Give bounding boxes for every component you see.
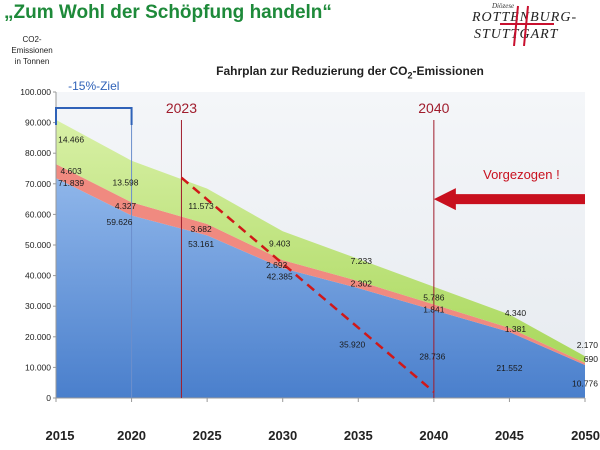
y-tick-label: 50.000	[25, 240, 51, 250]
accelerated-trend-line	[180, 176, 435, 393]
data-label: 2.692	[266, 260, 288, 270]
data-label: 1.841	[423, 304, 445, 314]
target-bracket	[55, 107, 133, 125]
area-series-base	[56, 178, 585, 398]
y-tick-label: 90.000	[25, 118, 51, 128]
y-tick-label: 20.000	[25, 332, 51, 342]
y-tick-label: 0	[46, 393, 51, 403]
y-axis-label: CO2- Emissionen in Tonnen	[4, 34, 60, 67]
year-marker-label: 2023	[166, 100, 197, 116]
data-label: 9.403	[269, 238, 291, 248]
data-label: 4.603	[60, 166, 82, 176]
x-tick-label: 2030	[268, 428, 297, 443]
data-label: 14.466	[58, 134, 84, 144]
x-tick-label: 2025	[193, 428, 222, 443]
y-tick-label: 40.000	[25, 271, 51, 281]
arrow-left-icon	[433, 188, 585, 211]
area-series-top	[56, 119, 585, 363]
chart-title-suffix: -Emissionen	[412, 64, 484, 78]
data-label: 42.385	[267, 272, 293, 282]
diocese-logo: Diözese ROTTENBURG- STUTTGART	[470, 2, 596, 46]
x-tick-label: 2045	[495, 428, 524, 443]
y-axis-label-line: in Tonnen	[14, 57, 50, 66]
data-label: 53.161	[188, 239, 214, 249]
page-headline: „Zum Wohl der Schöpfung handeln“	[4, 2, 332, 23]
data-label: 71.839	[58, 178, 84, 188]
cross-icon	[500, 5, 554, 46]
y-axis-label-line: CO2-	[22, 35, 42, 44]
data-label: 4.340	[505, 308, 527, 318]
year-marker-label: 2040	[418, 100, 449, 116]
logo-text-line1: ROTTENBURG-	[472, 10, 578, 25]
data-label: 4.327	[115, 201, 137, 211]
data-label: 10.776	[572, 378, 598, 388]
logo-small-text: Diözese	[492, 2, 515, 10]
chart-title: Fahrplan zur Reduzierung der CO2-Emissio…	[170, 64, 530, 80]
y-tick-label: 30.000	[25, 301, 51, 311]
chart-title-subscript: 2	[407, 70, 413, 81]
data-label: 690	[584, 354, 598, 364]
data-label: 2.302	[351, 278, 373, 288]
y-axis-label-line: Emissionen	[11, 46, 53, 55]
data-label: 3.682	[190, 224, 212, 234]
data-label: 7.233	[351, 256, 373, 266]
x-tick-label: 2015	[46, 428, 75, 443]
area-series-middle	[56, 164, 585, 366]
x-tick-label: 2050	[571, 428, 600, 443]
y-tick-label: 80.000	[25, 148, 51, 158]
x-tick-label: 2020	[117, 428, 146, 443]
y-tick-label: 100.000	[20, 87, 51, 97]
data-label: 59.626	[106, 217, 132, 227]
data-label: 13.598	[113, 177, 139, 187]
arrow-label: Vorgezogen !	[483, 167, 560, 182]
data-label: 5.786	[423, 293, 445, 303]
data-label: 35.920	[339, 339, 365, 349]
data-label: 1.381	[505, 324, 527, 334]
y-tick-label: 70.000	[25, 179, 51, 189]
y-tick-label: 60.000	[25, 209, 51, 219]
data-label: 11.573	[188, 201, 214, 211]
x-tick-label: 2035	[344, 428, 373, 443]
chart-title-prefix: Fahrplan zur Reduzierung der CO	[216, 64, 408, 78]
x-tick-label: 2040	[419, 428, 448, 443]
data-label: 2.170	[577, 340, 599, 350]
data-label: 28.736	[419, 352, 445, 362]
data-label: 21.552	[496, 363, 522, 373]
y-tick-label: 10.000	[25, 362, 51, 372]
target-label: -15%-Ziel	[68, 79, 119, 93]
